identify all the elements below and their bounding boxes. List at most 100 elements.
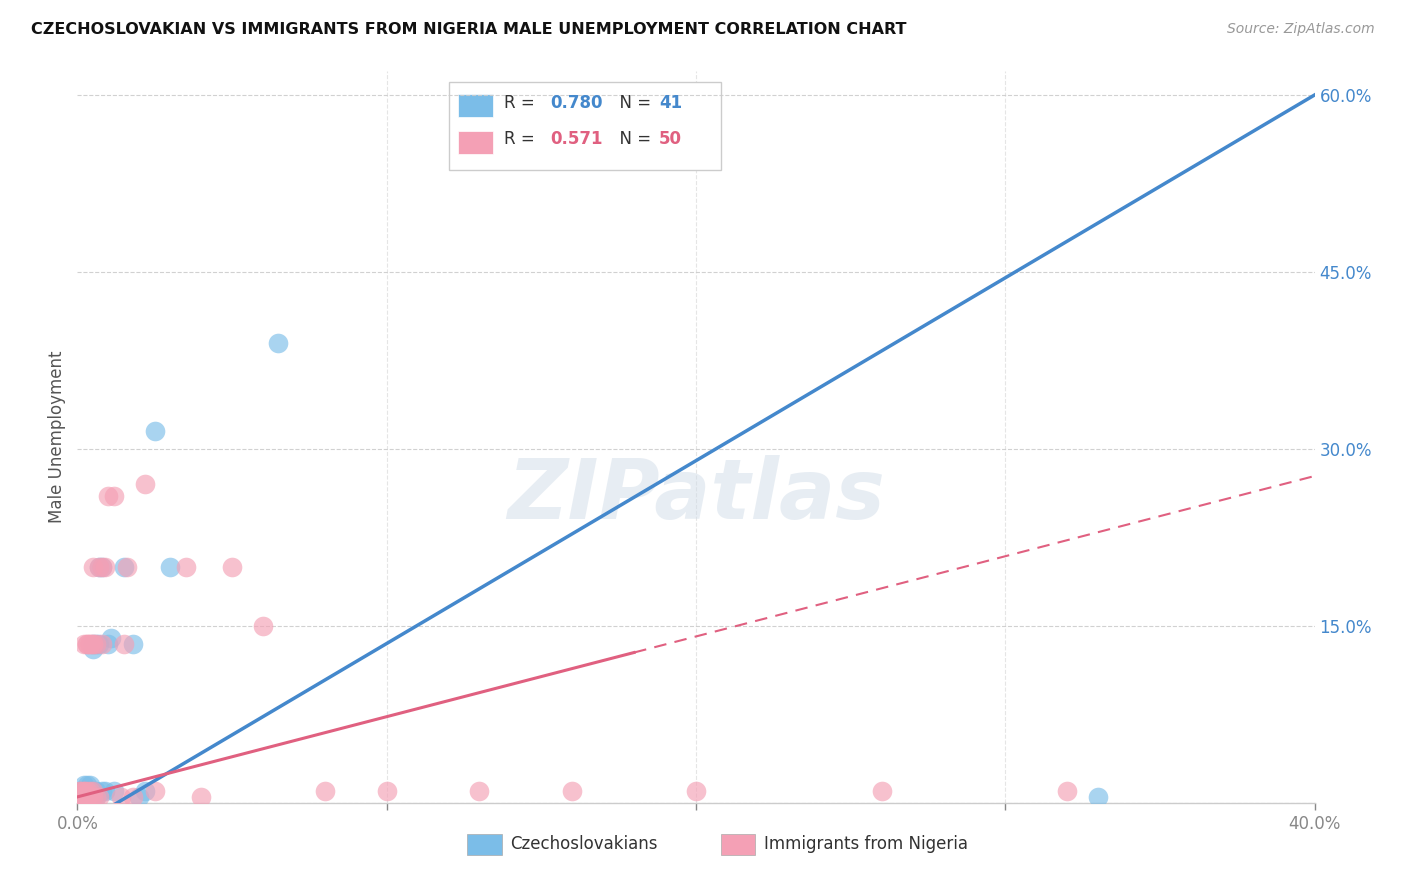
Point: [97, 636, 120, 650]
Point: [87, 789, 110, 804]
FancyBboxPatch shape: [458, 94, 494, 118]
Point: [87, 559, 110, 574]
Point: [91, 559, 114, 574]
Text: ZIPatlas: ZIPatlas: [508, 455, 884, 536]
Point: [91, 784, 114, 798]
Point: [134, 784, 156, 798]
Point: [72, 636, 94, 650]
Text: Source: ZipAtlas.com: Source: ZipAtlas.com: [1227, 22, 1375, 37]
Point: [69, 789, 91, 804]
Point: [72, 784, 94, 798]
Point: [870, 784, 893, 798]
Point: [72, 784, 94, 798]
Point: [314, 784, 336, 798]
Point: [134, 477, 156, 491]
Point: [267, 335, 290, 350]
Point: [91, 636, 114, 650]
Point: [94, 784, 117, 798]
Text: 0.571: 0.571: [550, 130, 602, 148]
Point: [76, 789, 98, 804]
Point: [79, 636, 101, 650]
FancyBboxPatch shape: [458, 130, 494, 154]
Text: N =: N =: [609, 130, 657, 148]
Point: [159, 559, 181, 574]
Point: [69, 784, 91, 798]
Point: [82, 789, 104, 804]
Text: N =: N =: [609, 94, 657, 112]
Point: [84, 789, 107, 804]
FancyBboxPatch shape: [467, 833, 502, 855]
Point: [122, 789, 145, 804]
Point: [79, 784, 101, 798]
Point: [468, 784, 491, 798]
Text: Immigrants from Nigeria: Immigrants from Nigeria: [763, 836, 967, 854]
Point: [72, 784, 94, 798]
Point: [84, 789, 107, 804]
Point: [1087, 789, 1109, 804]
Point: [87, 559, 110, 574]
Point: [82, 636, 104, 650]
Point: [76, 784, 98, 798]
Text: R =: R =: [505, 94, 546, 112]
Text: CZECHOSLOVAKIAN VS IMMIGRANTS FROM NIGERIA MALE UNEMPLOYMENT CORRELATION CHART: CZECHOSLOVAKIAN VS IMMIGRANTS FROM NIGER…: [31, 22, 907, 37]
Point: [91, 559, 114, 574]
Point: [143, 784, 166, 798]
Point: [82, 636, 104, 650]
Point: [94, 559, 117, 574]
Point: [221, 559, 243, 574]
Point: [103, 784, 125, 798]
Text: 41: 41: [659, 94, 682, 112]
Text: 50: 50: [659, 130, 682, 148]
Point: [79, 789, 101, 804]
Point: [69, 784, 91, 798]
Point: [190, 789, 212, 804]
Point: [128, 789, 150, 804]
Point: [76, 789, 98, 804]
Point: [76, 636, 98, 650]
Point: [72, 784, 94, 798]
Point: [69, 789, 91, 804]
FancyBboxPatch shape: [449, 82, 721, 170]
Point: [72, 789, 94, 804]
Point: [82, 636, 104, 650]
Point: [685, 784, 707, 798]
Point: [82, 784, 104, 798]
Point: [76, 784, 98, 798]
Point: [174, 559, 197, 574]
Point: [110, 789, 132, 804]
Point: [69, 789, 91, 804]
Y-axis label: Male Unemployment: Male Unemployment: [48, 351, 66, 524]
Point: [69, 789, 91, 804]
Point: [69, 789, 91, 804]
Text: 0.780: 0.780: [550, 94, 602, 112]
Point: [112, 636, 135, 650]
Point: [115, 559, 138, 574]
Point: [97, 489, 120, 503]
Point: [72, 789, 94, 804]
Point: [100, 631, 122, 645]
Point: [84, 636, 107, 650]
Point: [87, 636, 110, 650]
Point: [79, 789, 101, 804]
Point: [82, 784, 104, 798]
Point: [82, 642, 104, 657]
Point: [72, 789, 94, 804]
Point: [79, 784, 101, 798]
Point: [84, 784, 107, 798]
Text: Czechoslovakians: Czechoslovakians: [510, 836, 658, 854]
Point: [375, 784, 398, 798]
Point: [76, 636, 98, 650]
Point: [82, 789, 104, 804]
Point: [122, 636, 145, 650]
Point: [1056, 784, 1078, 798]
Point: [76, 778, 98, 792]
Point: [69, 784, 91, 798]
Point: [103, 489, 125, 503]
FancyBboxPatch shape: [721, 833, 755, 855]
Point: [79, 778, 101, 792]
Point: [561, 784, 583, 798]
Point: [72, 789, 94, 804]
Point: [84, 636, 107, 650]
Point: [143, 424, 166, 438]
Point: [82, 789, 104, 804]
